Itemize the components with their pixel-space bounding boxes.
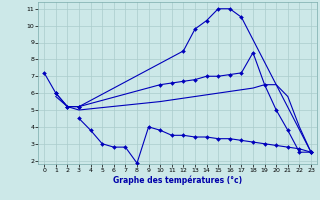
X-axis label: Graphe des températures (°c): Graphe des températures (°c) (113, 176, 242, 185)
